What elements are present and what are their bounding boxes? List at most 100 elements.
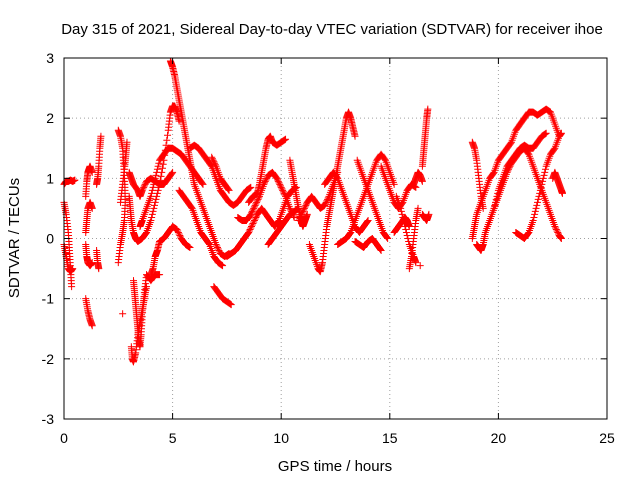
data-point xyxy=(225,186,233,194)
data-point xyxy=(151,198,159,206)
y-tick-label: 0 xyxy=(46,231,54,247)
data-point xyxy=(245,228,253,236)
data-point xyxy=(281,136,289,144)
data-point xyxy=(252,213,260,221)
data-point xyxy=(227,300,235,308)
data-point xyxy=(297,210,305,218)
data-point xyxy=(218,261,226,269)
data-point xyxy=(276,180,284,188)
data-point xyxy=(262,176,270,184)
data-point xyxy=(208,155,216,163)
data-point xyxy=(542,129,550,137)
data-point xyxy=(274,176,282,184)
data-point xyxy=(150,180,158,188)
series-seg-am xyxy=(410,168,426,188)
data-point xyxy=(295,215,303,223)
data-point xyxy=(252,200,260,208)
data-point xyxy=(324,195,332,203)
x-tick-label: 25 xyxy=(599,430,615,446)
x-tick-label: 15 xyxy=(382,430,398,446)
series-seg-l xyxy=(119,310,127,318)
data-point xyxy=(540,171,548,179)
data-point xyxy=(363,217,371,225)
data-point xyxy=(155,159,163,167)
data-point xyxy=(250,216,258,224)
data-point xyxy=(141,180,149,188)
data-point xyxy=(281,191,289,199)
data-point xyxy=(217,261,225,269)
data-point xyxy=(148,186,156,194)
data-point xyxy=(119,310,127,318)
data-point xyxy=(163,136,171,144)
data-point xyxy=(533,198,541,206)
series-seg-m xyxy=(125,168,177,200)
data-point xyxy=(148,210,156,218)
data-point xyxy=(157,172,165,180)
data-point xyxy=(558,189,566,197)
data-point xyxy=(138,186,146,194)
data-point xyxy=(296,213,304,221)
series-seg-i xyxy=(93,247,103,273)
data-point xyxy=(541,130,549,138)
data-point xyxy=(282,135,290,143)
series-seg-ag xyxy=(353,156,392,242)
data-point xyxy=(227,301,235,309)
data-point xyxy=(541,165,549,173)
data-point xyxy=(418,177,426,185)
y-tick-label: -2 xyxy=(42,351,55,367)
data-point xyxy=(489,169,497,177)
data-point xyxy=(149,207,157,215)
data-point xyxy=(198,179,206,187)
data-point xyxy=(248,207,256,215)
data-point xyxy=(97,132,105,140)
data-point xyxy=(537,183,545,191)
data-point xyxy=(147,216,155,224)
data-point xyxy=(139,185,147,193)
series-seg-n xyxy=(125,102,183,246)
data-point xyxy=(263,174,271,182)
data-point xyxy=(279,186,287,194)
data-point xyxy=(88,322,96,330)
data-point xyxy=(226,300,234,308)
data-point xyxy=(298,209,306,217)
data-point xyxy=(261,177,269,185)
data-point xyxy=(424,105,432,113)
data-point xyxy=(280,189,288,197)
data-point xyxy=(274,217,282,225)
data-point xyxy=(557,129,565,137)
series-seg-ap xyxy=(418,105,432,170)
data-point xyxy=(280,136,288,144)
data-point xyxy=(278,185,286,193)
data-point xyxy=(142,229,150,237)
data-point xyxy=(524,229,532,237)
series-seg-av xyxy=(549,168,566,197)
data-point xyxy=(140,182,148,190)
series-seg-p xyxy=(127,283,151,366)
data-point xyxy=(224,185,232,193)
data-point xyxy=(143,283,151,291)
data-point xyxy=(175,230,183,238)
data-point xyxy=(205,240,213,248)
data-point xyxy=(351,132,359,140)
data-point xyxy=(219,262,227,270)
data-point xyxy=(173,225,181,233)
data-point xyxy=(88,168,96,176)
series-seg-af xyxy=(334,150,398,249)
data-point xyxy=(507,139,515,147)
series-seg-v xyxy=(208,153,233,194)
series-seg-aa xyxy=(264,204,303,249)
data-point xyxy=(384,235,392,242)
data-point xyxy=(114,259,122,267)
data-point xyxy=(541,168,549,176)
data-point xyxy=(249,206,257,214)
data-point xyxy=(403,231,411,239)
data-points xyxy=(60,57,566,366)
data-point xyxy=(199,180,207,188)
data-point xyxy=(277,183,285,191)
series-seg-e xyxy=(82,198,96,236)
data-point xyxy=(148,189,156,197)
data-point xyxy=(541,130,549,138)
data-point xyxy=(377,247,385,255)
series-seg-g xyxy=(82,295,96,330)
